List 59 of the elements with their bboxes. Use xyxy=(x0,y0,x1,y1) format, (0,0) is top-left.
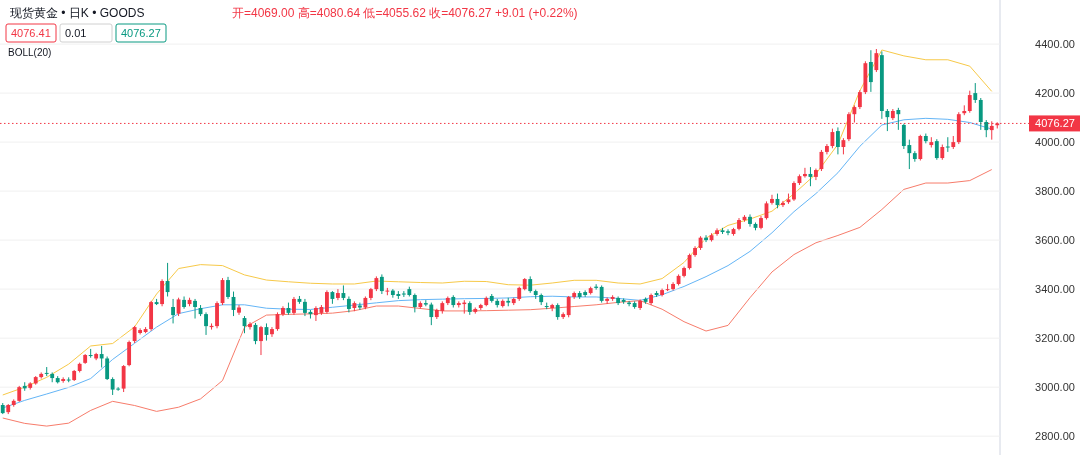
candlestick xyxy=(605,296,610,305)
candlestick xyxy=(204,311,208,336)
candlestick xyxy=(726,228,730,236)
candlestick xyxy=(105,356,110,381)
y-tick-label: 3200.00 xyxy=(1035,332,1075,345)
candlestick xyxy=(868,49,873,93)
candlestick xyxy=(715,227,719,237)
candlestick xyxy=(835,126,840,155)
text: 4076.41 xyxy=(11,27,51,39)
candlestick xyxy=(171,298,175,324)
candlestick xyxy=(830,128,835,149)
y-tick-label: 3600.00 xyxy=(1035,234,1075,247)
candlestick xyxy=(325,289,329,315)
candlestick xyxy=(770,194,774,206)
candlestick xyxy=(379,273,384,295)
candlestick xyxy=(335,288,340,301)
candlestick xyxy=(412,293,417,313)
candlestick xyxy=(896,107,901,131)
candlestick xyxy=(978,97,983,131)
chart-title: 现货黄金 • 日K • GOODS xyxy=(10,6,145,20)
candlestick xyxy=(934,138,939,161)
candlestick xyxy=(182,295,186,310)
candlestick xyxy=(874,48,879,73)
candlestick xyxy=(429,302,434,326)
candlestick xyxy=(127,340,132,367)
candlestick xyxy=(248,321,252,331)
ref-line-label: 4076.27 xyxy=(1035,117,1075,130)
y-tick-label: 4200.00 xyxy=(1035,87,1075,100)
candlestick xyxy=(215,300,219,329)
candlestick xyxy=(121,364,126,393)
text: BOLL(20) xyxy=(8,47,52,58)
y-tick-label: 4400.00 xyxy=(1035,38,1075,51)
candlestick xyxy=(918,134,923,161)
candlestick xyxy=(945,136,950,153)
y-tick-label: 3800.00 xyxy=(1035,185,1075,198)
y-tick-label: 2800.00 xyxy=(1035,430,1075,443)
candlestick xyxy=(99,345,104,369)
candlestick xyxy=(857,89,862,110)
y-tick-label: 3400.00 xyxy=(1035,283,1075,296)
text: 开=4069.00 高=4080.64 低=4055.62 收=4076.27 +9.01 (+0.22%) xyxy=(232,6,578,20)
candlestick xyxy=(226,276,230,300)
candlestick xyxy=(792,180,796,202)
candlestick xyxy=(193,298,197,320)
y-tick-label: 3000.00 xyxy=(1035,381,1075,394)
candlestick xyxy=(314,305,318,322)
candlestick xyxy=(973,82,978,104)
candlestick xyxy=(165,262,170,297)
candlestick xyxy=(566,295,571,318)
candlestick xyxy=(781,200,785,208)
candlestick xyxy=(160,278,165,307)
y-tick-label: 4000.00 xyxy=(1035,136,1075,149)
candlestick xyxy=(803,167,807,179)
text: 4076.27 xyxy=(121,27,161,39)
candlestick xyxy=(967,90,972,114)
candlestick xyxy=(259,325,263,356)
candlestick xyxy=(748,213,752,228)
candlestick xyxy=(270,326,274,338)
candlestick xyxy=(885,108,890,132)
text: 0.01 xyxy=(65,27,87,39)
